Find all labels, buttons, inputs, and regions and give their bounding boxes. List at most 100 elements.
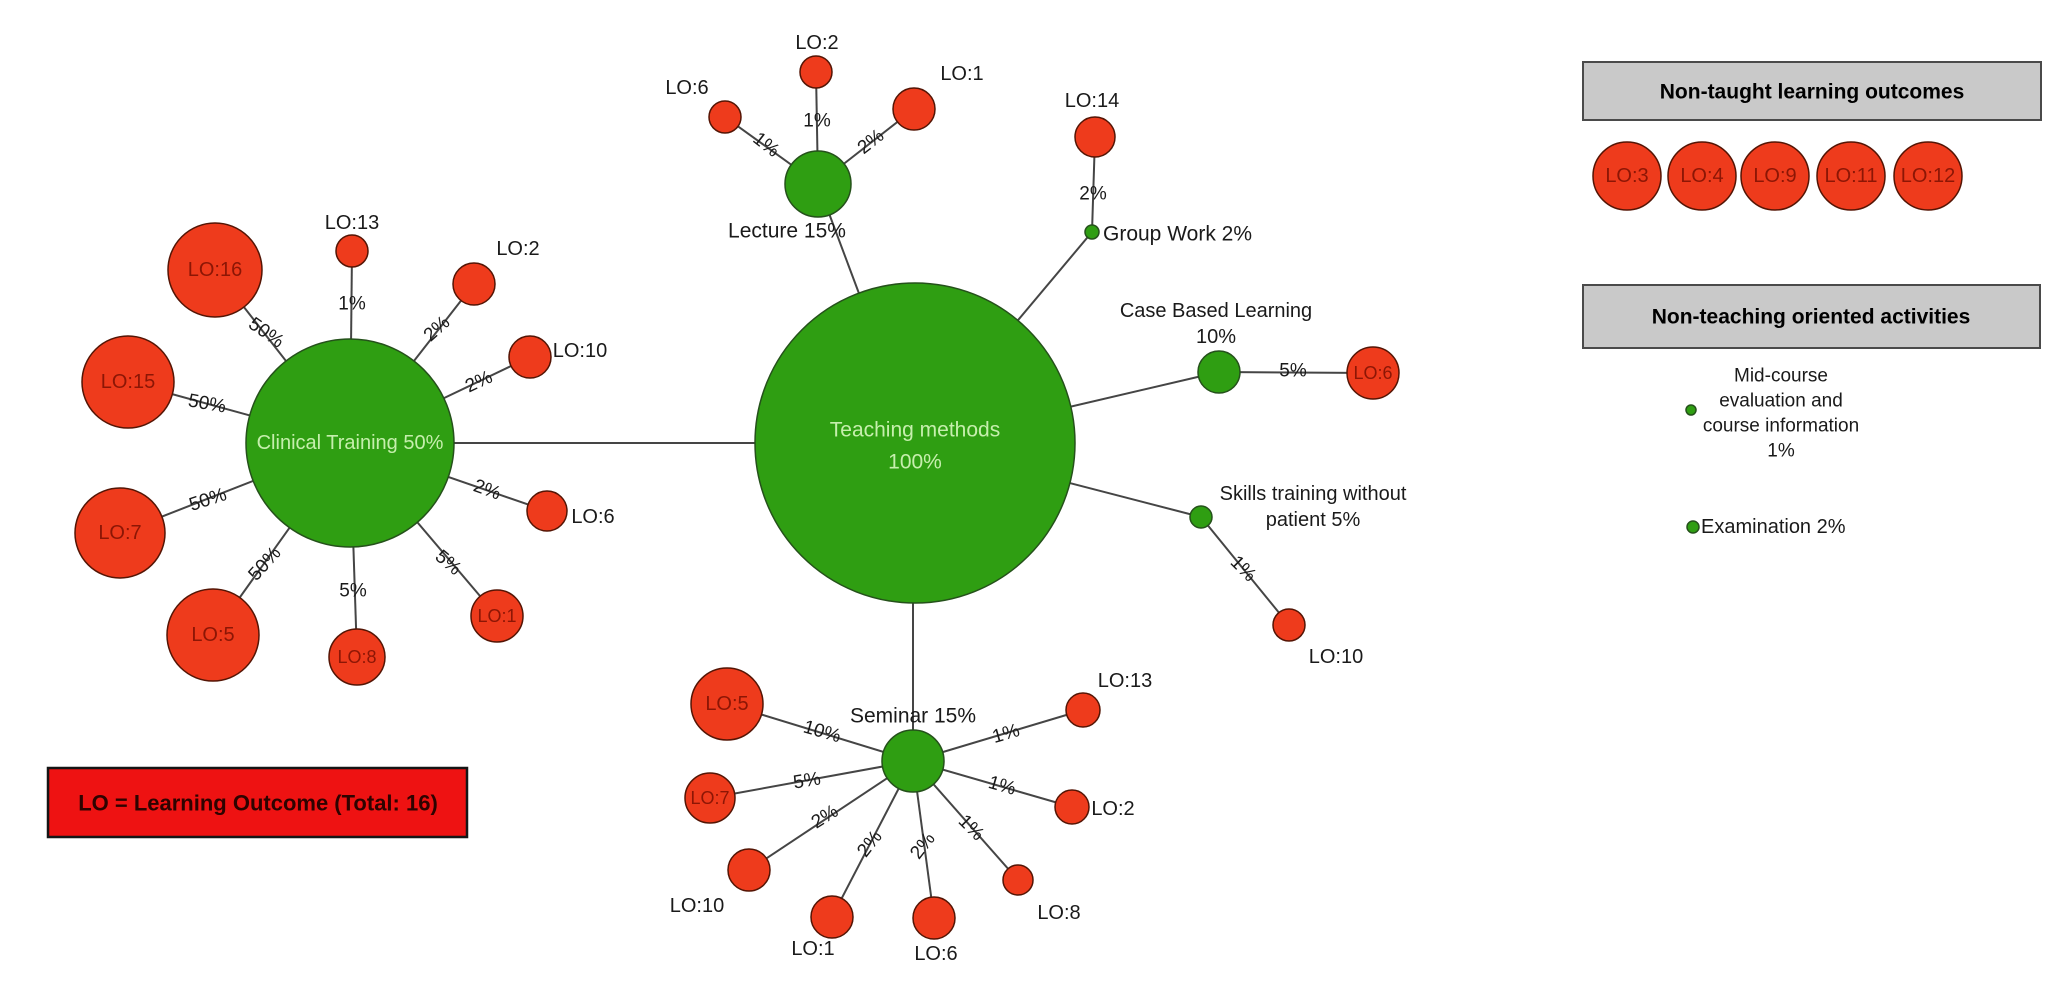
node-case-based-learning: [1197, 350, 1241, 394]
seminar-lo13-pct: 1%: [990, 720, 1022, 748]
node-clinical-training: [245, 338, 455, 548]
lecture-lo2-pct: 1%: [803, 111, 831, 132]
node-lecture-lo1: [892, 87, 936, 131]
skills-label-line1: Skills training without: [1220, 483, 1407, 505]
node-nontaught-lo4: [1667, 141, 1737, 211]
node-seminar-lo2: [1054, 789, 1090, 825]
midcourse-dot: [1685, 404, 1697, 416]
node-casebased-lo6: [1346, 346, 1400, 400]
clinical-lo10-pct: 2%: [462, 367, 496, 398]
clinical-lo6-label: LO:6: [571, 506, 614, 528]
node-nontaught-lo12: [1893, 141, 1963, 211]
clinical-lo15-pct: 50%: [186, 390, 227, 417]
teaching-methods-label-line2: 100%: [888, 451, 942, 474]
seminar-lo5-pct: 10%: [801, 717, 843, 748]
clinical-lo7-pct: 50%: [187, 484, 230, 516]
clinical-lo5-pct: 50%: [244, 543, 285, 585]
examination-dot: [1686, 520, 1700, 534]
lecture-lo2-label: LO:2: [795, 32, 838, 54]
seminar-lo10-label: LO:10: [670, 895, 724, 917]
group-work-label: Group Work 2%: [1103, 223, 1252, 246]
clinical-lo8-label: LO:8: [337, 647, 376, 667]
lecture-lo6-pct: 1%: [749, 128, 784, 162]
seminar-lo6-label: LO:6: [914, 943, 957, 965]
clinical-lo1-pct: 5%: [431, 546, 466, 580]
legend-box: [46, 766, 469, 839]
non-teaching-header-box: [1582, 284, 2041, 349]
lecture-cluster: LO:6 1% LO:2 1% LO:1 2%: [665, 32, 983, 162]
node-skills-training: [1189, 505, 1213, 529]
node-group-work: [1084, 224, 1100, 240]
clinical-lo6-pct: 2%: [471, 475, 504, 504]
seminar-lo1-pct: 2%: [853, 827, 887, 862]
lecture-label: Lecture 15%: [728, 220, 846, 243]
midcourse-line4: 1%: [1767, 441, 1795, 462]
midcourse-line1: Mid-course: [1734, 366, 1828, 387]
nontaught-lo4-label: LO:4: [1680, 165, 1723, 187]
groupwork-lo14-label: LO:14: [1065, 90, 1119, 112]
casebased-lo6-pct: 5%: [1279, 361, 1307, 382]
node-groupwork-lo14: [1074, 116, 1116, 158]
seminar-lo13-label: LO:13: [1098, 670, 1152, 692]
edge-skills-lo10: [1200, 516, 1290, 626]
seminar-lo8-label: LO:8: [1037, 902, 1080, 924]
lecture-lo1-label: LO:1: [940, 63, 983, 85]
examination-label: Examination 2%: [1701, 516, 1846, 538]
non-taught-panel: Non-taught learning outcomes LO:3 LO:4 L…: [1582, 61, 2042, 211]
seminar-cluster: LO:5 10% LO:7 5% LO:10 2% LO:1 2% LO:6 2…: [670, 667, 1152, 965]
clinical-lo8-pct: 5%: [339, 581, 367, 602]
node-clinical-lo8: [328, 628, 386, 686]
lecture-lo1-pct: 2%: [854, 125, 889, 159]
legend-text: LO = Learning Outcome (Total: 16): [78, 791, 438, 816]
node-lecture-lo2: [799, 55, 833, 89]
clinical-lo16-label: LO:16: [188, 259, 242, 281]
seminar-label: Seminar 15%: [850, 705, 976, 728]
non-taught-title: Non-taught learning outcomes: [1660, 81, 1965, 104]
node-skills-lo10: [1272, 608, 1306, 642]
casebased-lo6-label: LO:6: [1353, 363, 1392, 383]
lecture-lo6-label: LO:6: [665, 77, 708, 99]
skills-lo10-label: LO:10: [1309, 646, 1363, 668]
seminar-lo5-label: LO:5: [705, 693, 748, 715]
node-clinical-lo10: [508, 335, 552, 379]
groupwork-cluster: LO:14 2%: [1065, 90, 1119, 205]
node-seminar-lo5: [690, 667, 764, 741]
clinical-lo7-label: LO:7: [98, 522, 141, 544]
midcourse-line3: course information: [1703, 416, 1859, 437]
legend: LO = Learning Outcome (Total: 16): [46, 766, 469, 839]
node-nontaught-lo9: [1740, 141, 1810, 211]
node-seminar: [881, 729, 945, 793]
node-clinical-lo13: [335, 234, 369, 268]
node-clinical-lo16: [167, 222, 263, 318]
node-clinical-lo1: [470, 589, 524, 643]
case-based-label-line1: Case Based Learning: [1120, 300, 1312, 322]
non-teaching-panel: Non-teaching oriented activities Mid-cou…: [1582, 284, 2041, 538]
node-seminar-lo8: [1002, 864, 1034, 896]
node-clinical-lo6: [526, 490, 568, 532]
clinical-lo1-label: LO:1: [477, 606, 516, 626]
seminar-lo2-pct: 1%: [986, 772, 1018, 800]
clinical-lo15-label: LO:15: [101, 371, 155, 393]
clinical-lo5-label: LO:5: [191, 624, 234, 646]
casebased-cluster: LO:6 5%: [1279, 346, 1400, 400]
clinical-lo13-pct: 1%: [338, 294, 366, 315]
node-teaching-methods: [754, 282, 1076, 604]
node-lecture-lo6: [708, 100, 742, 134]
clinical-training-label: Clinical Training 50%: [257, 432, 444, 454]
case-based-label-line2: 10%: [1196, 326, 1236, 348]
node-seminar-lo13: [1065, 692, 1101, 728]
non-teaching-title: Non-teaching oriented activities: [1652, 306, 1971, 329]
non-taught-header-box: [1582, 61, 2042, 121]
nontaught-lo3-label: LO:3: [1605, 165, 1648, 187]
node-seminar-lo10: [727, 848, 771, 892]
edge-seminar-lo10: [748, 760, 914, 871]
groupwork-lo14-pct: 2%: [1079, 184, 1107, 205]
node-clinical-lo7: [74, 487, 166, 579]
clinical-lo10-label: LO:10: [553, 340, 607, 362]
seminar-lo1-label: LO:1: [791, 938, 834, 960]
node-clinical-lo2: [452, 262, 496, 306]
seminar-lo7-label: LO:7: [690, 788, 729, 808]
node-seminar-lo1: [810, 895, 854, 939]
